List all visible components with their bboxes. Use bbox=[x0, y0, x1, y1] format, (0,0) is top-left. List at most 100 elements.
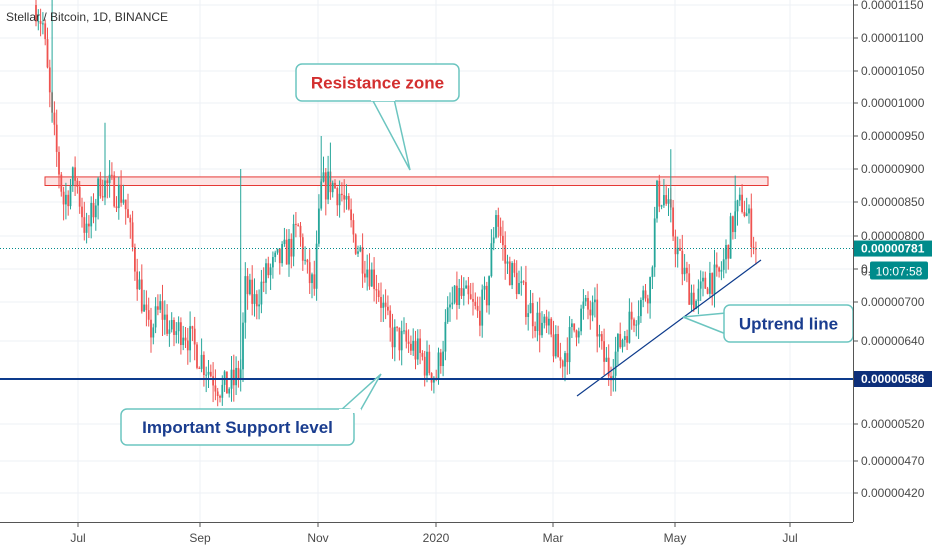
candle-body bbox=[410, 343, 412, 351]
candle-body bbox=[170, 320, 173, 330]
candle-body bbox=[129, 217, 132, 223]
candle-body bbox=[163, 314, 166, 320]
candle-body bbox=[398, 327, 401, 351]
candle-body bbox=[255, 294, 258, 307]
candle-body bbox=[709, 273, 711, 294]
candle-body bbox=[157, 306, 159, 310]
candle-body bbox=[368, 269, 371, 287]
candle-body bbox=[161, 301, 164, 320]
candle-body bbox=[626, 336, 628, 343]
candle-body bbox=[580, 308, 582, 332]
candle-body bbox=[573, 323, 576, 331]
candle-body bbox=[676, 247, 679, 255]
candle-body bbox=[686, 267, 688, 274]
candle-body bbox=[506, 261, 509, 264]
candle-body bbox=[412, 340, 415, 351]
candle-body bbox=[511, 263, 513, 286]
candle-body bbox=[667, 199, 670, 204]
candle-body bbox=[571, 323, 573, 328]
candle-body bbox=[433, 377, 435, 383]
candle-body bbox=[150, 319, 152, 338]
candle-body bbox=[134, 247, 136, 272]
candle-body bbox=[242, 322, 244, 370]
candle-body bbox=[196, 344, 198, 368]
candle-body bbox=[536, 312, 539, 331]
candle-body bbox=[69, 185, 72, 207]
candle-body bbox=[364, 273, 366, 278]
candle-body bbox=[665, 195, 668, 204]
candle-body bbox=[582, 301, 585, 309]
candle-body bbox=[729, 216, 732, 259]
candle-body bbox=[278, 248, 281, 264]
candle-body bbox=[258, 304, 260, 307]
candle-body bbox=[354, 234, 357, 254]
candle-body bbox=[566, 353, 569, 363]
price-tick-label: 0.00001050 bbox=[861, 64, 925, 78]
candle-body bbox=[101, 196, 104, 198]
candle-body bbox=[734, 211, 737, 233]
candle-body bbox=[272, 257, 274, 268]
candle-body bbox=[299, 225, 302, 238]
candle-body bbox=[65, 194, 67, 205]
candle-body bbox=[396, 326, 398, 328]
candle-body bbox=[426, 351, 428, 376]
candle-body bbox=[97, 178, 99, 206]
time-tick-label: Sep bbox=[189, 531, 211, 545]
candle-body bbox=[451, 302, 454, 305]
time-tick-label: Nov bbox=[307, 531, 328, 545]
candle-body bbox=[67, 194, 70, 207]
candle-body bbox=[633, 319, 635, 326]
candle-body bbox=[630, 311, 633, 320]
candle-body bbox=[483, 285, 486, 290]
candle-body bbox=[628, 311, 631, 343]
candle-body bbox=[304, 259, 306, 261]
price-tick-label: 0.00000640 bbox=[861, 334, 925, 348]
candle-body bbox=[704, 277, 707, 289]
candle-body bbox=[674, 236, 677, 255]
candle-body bbox=[752, 246, 755, 249]
candle-body bbox=[637, 316, 640, 325]
countdown-tag bbox=[870, 261, 928, 280]
candle-body bbox=[538, 312, 541, 336]
candle-body bbox=[341, 193, 343, 196]
candle-body bbox=[221, 384, 224, 398]
price-tick-label: 0.00001150 bbox=[861, 0, 924, 12]
candle-body bbox=[481, 289, 484, 326]
candle-body bbox=[246, 276, 249, 295]
candle-body bbox=[557, 333, 559, 358]
candle-body bbox=[442, 351, 444, 367]
candle-body bbox=[244, 276, 247, 323]
candle-body bbox=[145, 304, 148, 311]
candle-body bbox=[681, 250, 684, 275]
candle-body bbox=[313, 274, 316, 289]
candle-body bbox=[750, 208, 753, 247]
support-callout-label: Important Support level bbox=[142, 418, 333, 437]
candle-body bbox=[656, 180, 658, 219]
candle-body bbox=[90, 202, 93, 227]
candle-body bbox=[658, 180, 661, 207]
candle-body bbox=[702, 277, 704, 282]
candle-body bbox=[108, 174, 111, 184]
candle-body bbox=[711, 273, 714, 295]
candle-body bbox=[106, 180, 109, 184]
candle-body bbox=[311, 274, 313, 284]
candle-body bbox=[249, 279, 251, 295]
candle-body bbox=[352, 220, 355, 235]
candle-body bbox=[490, 243, 493, 277]
candle-body bbox=[39, 21, 42, 24]
symbol-label: Stellar / Bitcoin, 1D, BINANCE bbox=[6, 10, 168, 24]
candle-body bbox=[269, 267, 272, 276]
time-tick-label: May bbox=[664, 531, 687, 545]
candle-body bbox=[306, 259, 309, 263]
candle-body bbox=[748, 208, 750, 214]
candle-body bbox=[458, 288, 461, 305]
candle-body bbox=[591, 302, 594, 316]
candle-body bbox=[741, 194, 743, 212]
candle-body bbox=[446, 307, 449, 322]
candle-body bbox=[697, 288, 700, 302]
candle-body bbox=[623, 336, 626, 340]
uptrend-line bbox=[576, 259, 762, 397]
price-tick-label: 0.00000420 bbox=[861, 486, 925, 500]
